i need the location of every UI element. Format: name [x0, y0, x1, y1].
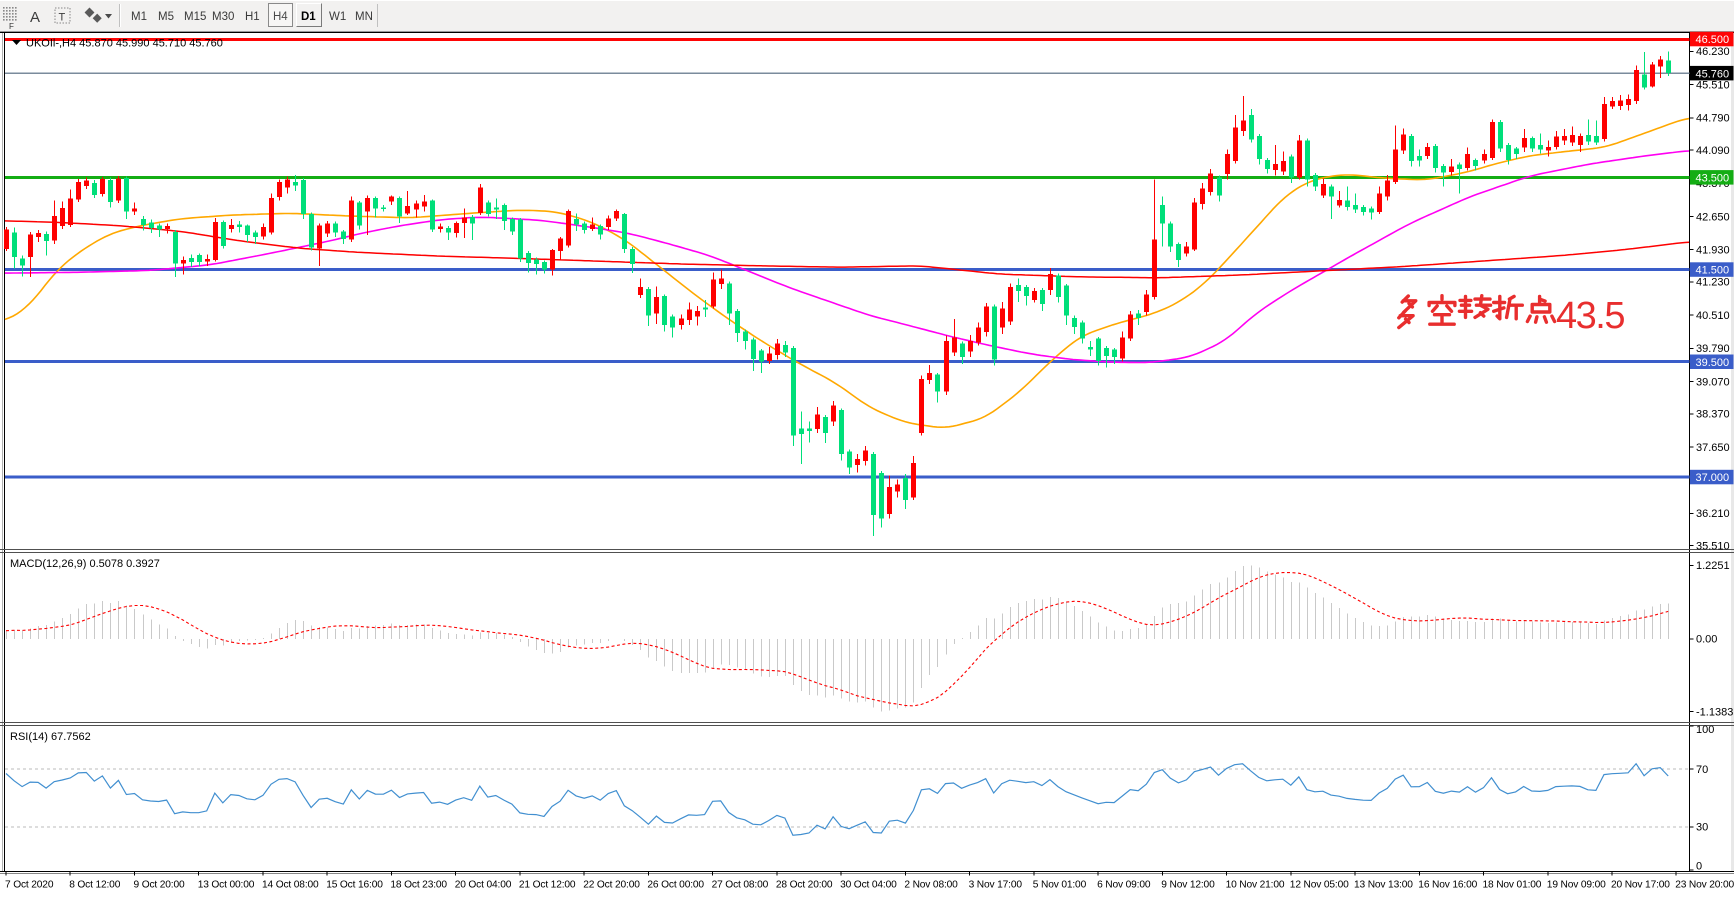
svg-text:18 Nov 01:00: 18 Nov 01:00: [1483, 880, 1542, 891]
svg-text:13 Oct 00:00: 13 Oct 00:00: [198, 880, 255, 891]
svg-text:12 Nov 05:00: 12 Nov 05:00: [1290, 880, 1349, 891]
svg-text:14 Oct 08:00: 14 Oct 08:00: [262, 880, 319, 891]
svg-text:40.510: 40.510: [1696, 310, 1730, 322]
svg-text:3 Nov 17:00: 3 Nov 17:00: [969, 880, 1023, 891]
svg-text:39.070: 39.070: [1696, 376, 1730, 388]
svg-text:M30: M30: [212, 11, 234, 23]
svg-text:23 Nov 20:00: 23 Nov 20:00: [1675, 880, 1734, 891]
svg-text:2 Nov 08:00: 2 Nov 08:00: [904, 880, 958, 891]
svg-text:-1.1383: -1.1383: [1696, 706, 1733, 718]
svg-text:M5: M5: [158, 11, 174, 23]
svg-text:T: T: [59, 12, 66, 24]
svg-text:46.500: 46.500: [1696, 34, 1730, 46]
svg-text:1.2251: 1.2251: [1696, 560, 1730, 572]
svg-text:39.500: 39.500: [1696, 357, 1730, 369]
svg-text:20 Oct 04:00: 20 Oct 04:00: [455, 880, 512, 891]
svg-text:30: 30: [1696, 822, 1708, 834]
svg-text:RSI(14) 67.7562: RSI(14) 67.7562: [10, 731, 91, 743]
svg-text:39.790: 39.790: [1696, 343, 1730, 355]
svg-text:37.650: 37.650: [1696, 442, 1730, 454]
svg-text:M1: M1: [131, 11, 147, 23]
svg-text:43.500: 43.500: [1696, 173, 1730, 185]
svg-text:8 Oct 12:00: 8 Oct 12:00: [69, 880, 121, 891]
svg-text:0.00: 0.00: [1696, 634, 1717, 646]
svg-text:45.760: 45.760: [1696, 68, 1730, 80]
svg-text:10 Nov 21:00: 10 Nov 21:00: [1226, 880, 1285, 891]
svg-text:15 Oct 16:00: 15 Oct 16:00: [326, 880, 383, 891]
svg-text:5 Nov 01:00: 5 Nov 01:00: [1033, 880, 1087, 891]
svg-text:42.650: 42.650: [1696, 211, 1730, 223]
svg-text:18 Oct 23:00: 18 Oct 23:00: [390, 880, 447, 891]
svg-text:20 Nov 17:00: 20 Nov 17:00: [1611, 880, 1670, 891]
svg-text:41.230: 41.230: [1696, 277, 1730, 289]
svg-text:D1: D1: [301, 11, 316, 23]
svg-text:26 Oct 00:00: 26 Oct 00:00: [647, 880, 704, 891]
svg-text:M15: M15: [184, 11, 206, 23]
svg-text:19 Nov 09:00: 19 Nov 09:00: [1547, 880, 1606, 891]
svg-text:6 Nov 09:00: 6 Nov 09:00: [1097, 880, 1151, 891]
svg-text:16 Nov 16:00: 16 Nov 16:00: [1418, 880, 1477, 891]
svg-text:70: 70: [1696, 764, 1708, 776]
svg-text:43.5: 43.5: [1556, 295, 1624, 337]
svg-text:MACD(12,26,9) 0.5078 0.3927: MACD(12,26,9) 0.5078 0.3927: [10, 558, 160, 570]
svg-text:9 Nov 12:00: 9 Nov 12:00: [1161, 880, 1215, 891]
svg-text:A: A: [30, 9, 40, 26]
svg-text:22 Oct 20:00: 22 Oct 20:00: [583, 880, 640, 891]
svg-text:W1: W1: [329, 11, 346, 23]
svg-text:45.510: 45.510: [1696, 79, 1730, 91]
svg-text:41.500: 41.500: [1696, 265, 1730, 277]
svg-text:38.370: 38.370: [1696, 409, 1730, 421]
svg-text:7 Oct 2020: 7 Oct 2020: [5, 880, 54, 891]
svg-text:41.930: 41.930: [1696, 245, 1730, 257]
svg-text:F: F: [9, 22, 14, 31]
svg-text:100: 100: [1696, 724, 1714, 736]
svg-text:H4: H4: [273, 11, 288, 23]
svg-text:27 Oct 08:00: 27 Oct 08:00: [712, 880, 769, 891]
svg-text:37.000: 37.000: [1696, 472, 1730, 484]
svg-text:35.510: 35.510: [1696, 540, 1730, 552]
svg-text:21 Oct 12:00: 21 Oct 12:00: [519, 880, 576, 891]
svg-text:MN: MN: [355, 11, 373, 23]
svg-text:36.210: 36.210: [1696, 508, 1730, 520]
svg-text:UKOIl-,H4 45.870 45.990 45.71: UKOIl-,H4 45.870 45.990 45.710 45.760: [26, 38, 223, 50]
svg-text:H1: H1: [245, 11, 260, 23]
svg-text:44.090: 44.090: [1696, 145, 1730, 157]
svg-text:13 Nov 13:00: 13 Nov 13:00: [1354, 880, 1413, 891]
svg-text:0: 0: [1696, 861, 1702, 873]
svg-text:30 Oct 04:00: 30 Oct 04:00: [840, 880, 897, 891]
svg-text:44.790: 44.790: [1696, 113, 1730, 125]
svg-text:28 Oct 20:00: 28 Oct 20:00: [776, 880, 833, 891]
svg-text:46.230: 46.230: [1696, 46, 1730, 58]
svg-text:9 Oct 20:00: 9 Oct 20:00: [134, 880, 186, 891]
